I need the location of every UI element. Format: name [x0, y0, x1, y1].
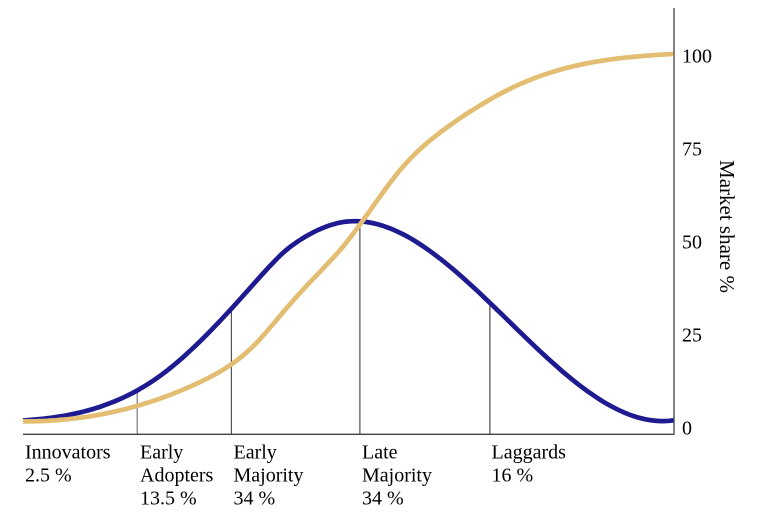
svg-text:75: 75	[682, 139, 702, 161]
svg-text:Majority: Majority	[362, 465, 432, 487]
svg-text:Innovators: Innovators	[25, 442, 111, 464]
svg-text:Early: Early	[234, 442, 277, 464]
svg-text:Early: Early	[140, 442, 183, 464]
svg-text:100: 100	[682, 46, 712, 68]
svg-text:16 %: 16 %	[492, 465, 534, 487]
svg-text:Late: Late	[362, 442, 398, 464]
svg-text:Laggards: Laggards	[492, 442, 567, 464]
svg-text:Adopters: Adopters	[140, 465, 214, 487]
svg-text:2.5 %: 2.5 %	[25, 465, 72, 487]
svg-text:50: 50	[682, 232, 702, 254]
svg-text:34 %: 34 %	[234, 488, 276, 510]
svg-text:Market share %: Market share %	[715, 160, 739, 293]
svg-text:Majority: Majority	[234, 465, 304, 487]
svg-text:13.5 %: 13.5 %	[140, 488, 197, 510]
svg-text:25: 25	[682, 325, 702, 347]
svg-text:34 %: 34 %	[362, 488, 404, 510]
svg-text:0: 0	[682, 418, 692, 440]
